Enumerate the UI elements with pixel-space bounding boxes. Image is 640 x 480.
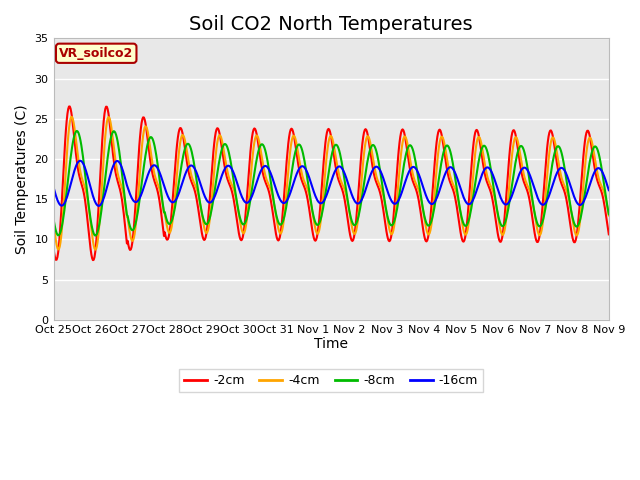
-2cm — [89, 257, 97, 263]
Line: -8cm: -8cm — [54, 131, 609, 236]
-8cm — [204, 220, 212, 226]
-16cm — [60, 202, 67, 207]
-4cm — [118, 186, 126, 192]
-2cm — [400, 130, 408, 135]
-16cm — [76, 158, 84, 164]
-8cm — [50, 216, 58, 222]
-16cm — [118, 166, 126, 172]
Line: -16cm: -16cm — [54, 161, 609, 206]
-8cm — [73, 128, 81, 134]
Title: Soil CO2 North Temperatures: Soil CO2 North Temperatures — [189, 15, 473, 34]
-4cm — [67, 114, 75, 120]
-4cm — [60, 203, 67, 209]
-4cm — [417, 193, 424, 199]
-16cm — [417, 176, 424, 181]
-8cm — [92, 233, 99, 239]
Y-axis label: Soil Temperatures (C): Soil Temperatures (C) — [15, 104, 29, 254]
-2cm — [60, 166, 67, 171]
-8cm — [60, 213, 67, 219]
-4cm — [204, 228, 212, 233]
-2cm — [118, 199, 126, 205]
-2cm — [50, 246, 58, 252]
-2cm — [175, 130, 182, 135]
-16cm — [605, 187, 612, 193]
-16cm — [175, 191, 182, 197]
-2cm — [417, 208, 424, 214]
-16cm — [204, 199, 212, 204]
-16cm — [400, 182, 408, 188]
-4cm — [50, 219, 58, 225]
Line: -4cm: -4cm — [54, 117, 609, 250]
-4cm — [605, 213, 612, 218]
-8cm — [400, 161, 408, 167]
-4cm — [175, 152, 182, 158]
-16cm — [50, 184, 58, 190]
-8cm — [175, 181, 182, 187]
-2cm — [204, 217, 212, 223]
Text: VR_soilco2: VR_soilco2 — [59, 47, 133, 60]
-8cm — [118, 173, 126, 179]
-8cm — [605, 211, 612, 217]
Line: -2cm: -2cm — [54, 107, 609, 260]
-2cm — [605, 231, 612, 237]
X-axis label: Time: Time — [314, 337, 348, 351]
Legend: -2cm, -4cm, -8cm, -16cm: -2cm, -4cm, -8cm, -16cm — [179, 369, 483, 392]
-8cm — [417, 190, 424, 196]
-16cm — [95, 203, 102, 209]
-4cm — [400, 134, 408, 140]
-4cm — [92, 247, 99, 252]
-2cm — [66, 104, 74, 109]
